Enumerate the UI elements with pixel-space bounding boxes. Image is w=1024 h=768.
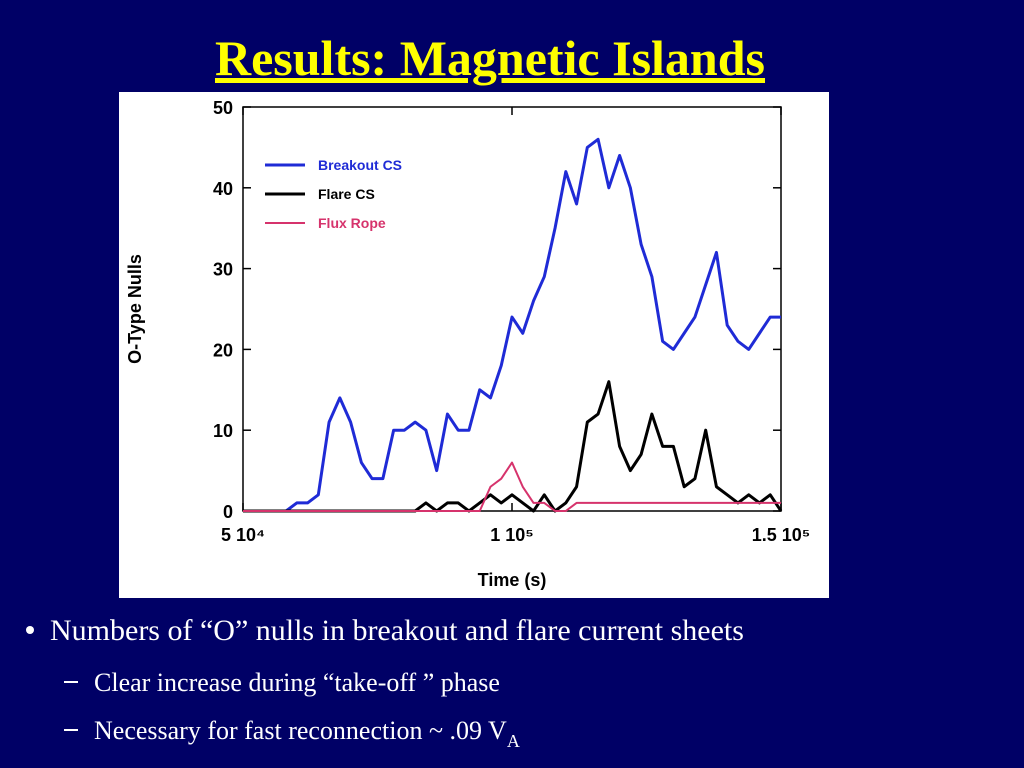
x-tick-label: 1 10⁵ — [490, 525, 534, 545]
chart: 0 10 20 30 40 50 5 10⁴ 1 10⁵ 1.5 10⁵ Time (s) O-Ty… — [125, 98, 810, 590]
bullet-text: Numbers of “O” nulls in breakout and fla… — [50, 614, 744, 647]
y-tick-label: 20 — [213, 340, 233, 360]
chart-panel — [119, 92, 829, 598]
data-line — [243, 137, 781, 513]
legend-label: Flux Rope — [318, 215, 386, 231]
sub-bullet-text: Clear increase during “take-off ” phase — [94, 668, 500, 697]
y-axis-label: O-Type Nulls — [125, 254, 145, 364]
data-line — [243, 461, 781, 512]
y-tick-label: 10 — [213, 421, 233, 441]
sub-bullet-main: Necessary for fast reconnection ~ .09 V — [94, 716, 507, 745]
bullet-marker — [26, 626, 34, 634]
y-tick-label: 50 — [213, 98, 233, 118]
subscript: A — [507, 731, 520, 751]
x-tick-label: 1.5 10⁵ — [752, 525, 811, 545]
y-tick-label: 0 — [223, 502, 233, 522]
x-tick-label: 5 10⁴ — [221, 525, 265, 545]
slide-title: Results: Magnetic Islands — [215, 30, 765, 86]
legend-label: Breakout CS — [318, 157, 402, 173]
x-axis-label: Time (s) — [478, 570, 547, 590]
sub-bullet-text: Necessary for fast reconnection ~ .09 VA — [94, 716, 520, 751]
y-tick-label: 30 — [213, 260, 233, 280]
y-tick-label: 40 — [213, 179, 233, 199]
legend-label: Flare CS — [318, 186, 375, 202]
